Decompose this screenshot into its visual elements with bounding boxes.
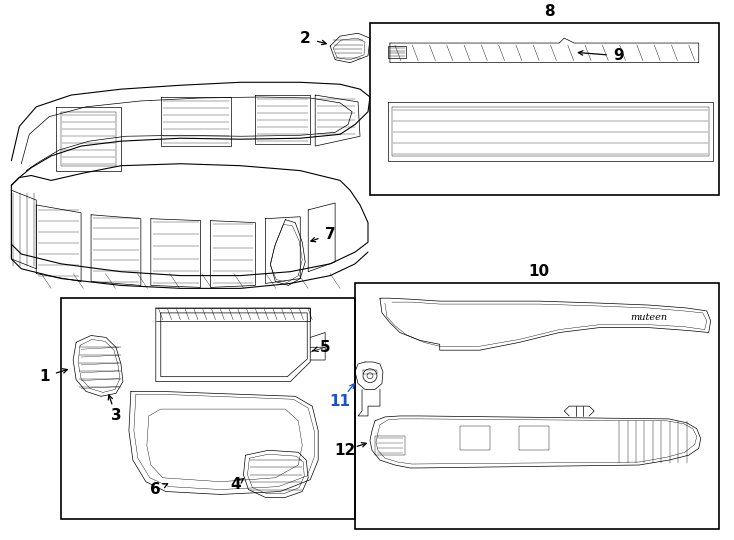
Text: 8: 8 [544, 3, 555, 18]
Text: 4: 4 [230, 477, 241, 492]
Text: 2: 2 [300, 31, 310, 45]
Text: 5: 5 [320, 340, 330, 355]
Text: 7: 7 [325, 227, 335, 242]
Bar [388, 46, 406, 58]
Text: 11: 11 [330, 394, 351, 409]
Text: 6: 6 [150, 482, 161, 497]
Bar [375, 436, 405, 455]
Text: 1: 1 [39, 369, 49, 384]
Text: 9: 9 [614, 48, 625, 63]
Bar [61, 298, 355, 519]
Bar [370, 23, 719, 195]
Bar [355, 284, 719, 529]
Text: 3: 3 [111, 408, 121, 423]
Text: 12: 12 [335, 443, 356, 458]
Text: muteen: muteen [631, 313, 667, 322]
Bar [459, 426, 490, 450]
Bar [520, 426, 549, 450]
Text: 10: 10 [528, 264, 550, 279]
